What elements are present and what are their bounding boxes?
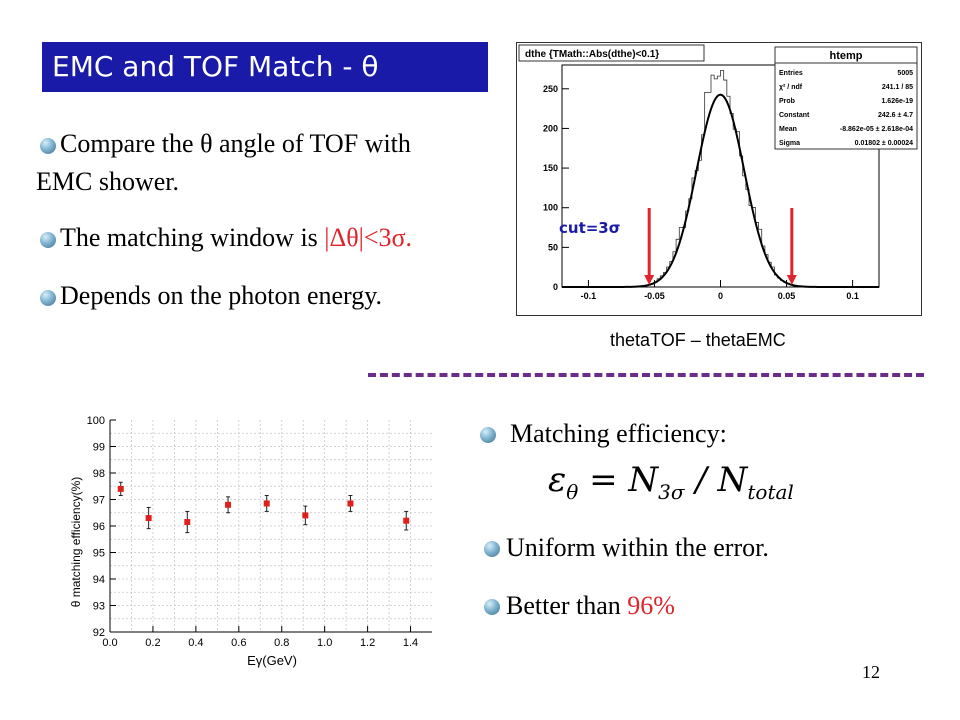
efficiency-ytick-label: 98 (93, 468, 105, 480)
efficiency-ytick-label: 99 (93, 442, 105, 454)
stats-value: 242.6 ± 4.7 (878, 112, 913, 119)
efficiency-xtick-label: 0.4 (188, 637, 203, 649)
formula-total-sub: total (747, 479, 794, 504)
efficiency-ytick-label: 97 (93, 495, 105, 507)
stats-value: 241.1 / 85 (882, 84, 913, 91)
bullet-better: Better than 96% (506, 590, 675, 622)
bullet-matching-efficiency: Matching efficiency: (510, 419, 727, 448)
histogram-panel: dthe {TMath::Abs(dthe)<0.1} -0.1 -0.05 0 0.… (516, 42, 922, 316)
stats-name: htemp (830, 50, 863, 62)
efficiency-point (403, 517, 410, 524)
bullet-better-text: Better than (506, 591, 628, 620)
efficiency-ytick-label: 93 (93, 601, 105, 613)
histogram-xtick-label: 0.05 (778, 291, 796, 301)
efficiency-ytick-label: 92 (93, 627, 105, 639)
histogram-ytick-label: 100 (543, 203, 558, 213)
efficiency-xtick-label: 1.2 (360, 637, 375, 649)
efficiency-ytick-label: 95 (93, 548, 105, 560)
efficiency-point (184, 519, 191, 526)
efficiency-xtick-label: 0.8 (274, 637, 289, 649)
histogram-ytick-label: 200 (543, 123, 558, 133)
efficiency-point (347, 500, 354, 507)
histogram-xtick-label: -0.1 (581, 291, 597, 301)
efficiency-point (117, 485, 124, 492)
efficiency-xtick-label: 0.2 (145, 637, 160, 649)
efficiency-ytick-label: 96 (93, 521, 105, 533)
histogram-xtick-label: -0.05 (644, 291, 665, 301)
page-number: 12 (862, 662, 880, 682)
dashed-divider (368, 373, 924, 377)
stats-label: Prob (779, 98, 795, 105)
histogram-ytick-label: 0 (553, 282, 558, 292)
stats-label: Entries (779, 70, 803, 77)
bullet-icon (40, 290, 56, 306)
cut-arrow-icon (644, 275, 655, 285)
efficiency-point (302, 512, 309, 519)
bullet-icon (480, 427, 496, 443)
stats-label: Mean (779, 126, 797, 133)
histogram-title: dthe {TMath::Abs(dthe)<0.1} (525, 49, 659, 60)
histogram-plot: dthe {TMath::Abs(dthe)<0.1} -0.1 -0.05 0 0.… (518, 44, 918, 301)
slide-title: EMC and TOF Match - θ (42, 42, 488, 92)
stats-value: 1.626e-19 (881, 98, 913, 105)
histogram-caption: thetaTOF – thetaEMC (610, 330, 786, 350)
formula-div-n: / N (684, 460, 748, 500)
stats-label: Constant (779, 112, 810, 119)
bullet-compare-line2: EMC shower. (36, 167, 179, 196)
window-highlight: |Δθ|<3σ. (324, 223, 413, 252)
efficiency-ytick-label: 100 (87, 415, 105, 427)
stats-box (774, 46, 918, 150)
bullet-icon (40, 138, 56, 154)
histogram-ytick-label: 250 (543, 84, 558, 94)
histogram-xtick-label: 0 (718, 291, 723, 301)
efficiency-xtick-label: 1.0 (317, 637, 332, 649)
bullet-energy: Depends on the photon energy. (60, 281, 383, 310)
gauss-fit-curve (562, 93, 879, 288)
better-highlight: 96% (627, 591, 675, 620)
efficiency-plot: 92 93 94 95 96 97 98 99 100 0.0 0.2 0.4 0.6 0.8 1.0 1.2… (69, 415, 432, 668)
stats-label: χ² / ndf (779, 84, 803, 91)
efficiency-point (225, 501, 232, 508)
stats-value: -8.862e-05 ± 2.618e-04 (840, 126, 913, 133)
bullet-window: The matching window is |Δθ|<3σ. (60, 222, 412, 254)
bullet-uniform: Uniform within the error. (506, 533, 769, 562)
bullet-icon (484, 541, 500, 557)
efficiency-ylabel: θ matching efficiency(%) (69, 477, 83, 608)
efficiency-xtick-label: 0.0 (102, 637, 117, 649)
formula-epsilon: ε (548, 460, 567, 500)
stats-label: Sigma (779, 140, 800, 147)
efficiency-xlabel: Eγ(GeV) (247, 653, 297, 668)
cut-annotation: cut=3σ (559, 219, 620, 237)
efficiency-point (145, 515, 152, 522)
efficiency-xtick-label: 1.4 (403, 637, 418, 649)
bullet-icon (484, 599, 500, 615)
formula-n3sigma-sub: 3σ (658, 479, 685, 504)
histogram-ytick-label: 150 (543, 163, 558, 173)
formula-theta: θ (566, 479, 579, 504)
bullet-window-text: The matching window is (60, 223, 325, 252)
stats-value: 5005 (897, 70, 913, 77)
cut-arrow-icon (786, 275, 797, 285)
stats-value: 0.01802 ± 0.00024 (855, 140, 913, 147)
bullet-compare-line1: Compare the θ angle of TOF with (60, 129, 411, 158)
histogram-ytick-label: 50 (548, 242, 558, 252)
histogram-xtick-label: 0.1 (846, 291, 859, 301)
efficiency-point (263, 500, 270, 507)
bullet-icon (40, 232, 56, 248)
efficiency-xtick-label: 0.6 (231, 637, 246, 649)
efficiency-ytick-label: 94 (93, 574, 105, 586)
formula-eq-n: = N (578, 460, 659, 500)
efficiency-formula: εθ = N3σ / Ntotal (548, 460, 794, 504)
